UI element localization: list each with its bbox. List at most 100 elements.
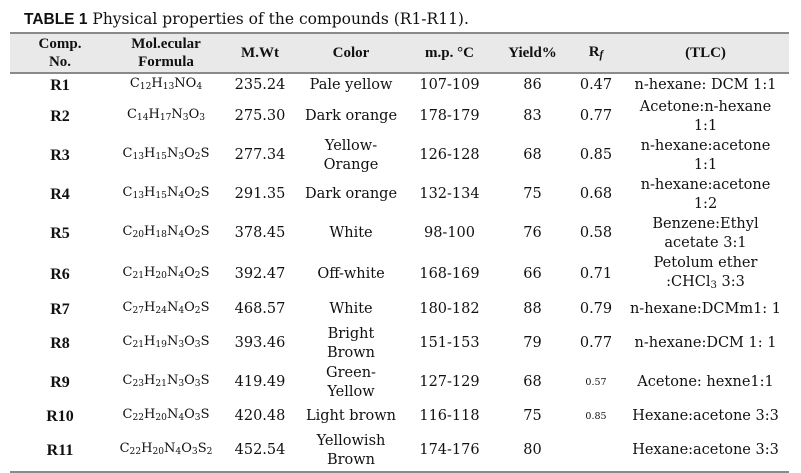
text-segment: C <box>122 373 133 389</box>
subscript: 15 <box>155 152 167 163</box>
subscript: 22 <box>129 447 142 458</box>
melting-point: 178-179 <box>419 108 480 125</box>
melting-point: 174-176 <box>404 431 495 473</box>
molecular-weight: 291.35 <box>234 186 286 203</box>
text-segment: C <box>122 185 133 201</box>
molecular-weight: 378.45 <box>234 225 286 242</box>
compound-id: R9 <box>50 374 70 392</box>
text-segment: 3:3 <box>716 274 745 290</box>
molecular-formula: C21H19N3O3S <box>110 325 222 364</box>
text-segment: O <box>184 264 195 280</box>
text-segment: N <box>166 224 179 240</box>
header-row: Comp. No. Mol.ecular Formula M.Wt Color m.… <box>10 32 789 74</box>
text-segment: H <box>141 441 153 457</box>
molecular-formula: C14H17N3O3 <box>110 98 222 137</box>
yield-percent: 79 <box>523 335 542 352</box>
compound-id: R8 <box>50 335 70 353</box>
color-line: Green- <box>326 364 376 381</box>
table-row: R4 C13H15N4O2S 291.35 Dark orange 132-134 75 0… <box>10 176 789 215</box>
tlc-line: Hexane:acetone 3:3 <box>632 408 779 425</box>
yield-percent: 75 <box>523 186 542 203</box>
subscript: 2 <box>206 447 213 458</box>
subscript: 20 <box>132 230 145 241</box>
yield-percent: 80 <box>495 431 570 473</box>
molecular-weight: 452.54 <box>222 431 298 473</box>
molecular-formula: C22H20N4O3S <box>110 403 222 432</box>
color-line: Yellow <box>327 384 375 400</box>
text-segment: S <box>200 407 210 423</box>
text-segment: O <box>184 334 195 350</box>
tlc-line: 1:1 <box>693 157 718 173</box>
yield-percent: 68 <box>523 147 542 164</box>
subscript: 21 <box>132 340 145 351</box>
rf-value: 0.68 <box>579 186 613 203</box>
properties-table: Comp. No. Mol.ecular Formula M.Wt Color m.… <box>10 32 789 473</box>
subscript: 4 <box>178 306 185 317</box>
compound-color: Dark orange <box>298 98 404 137</box>
subscript: 4 <box>178 270 185 281</box>
compound-color: Pale yellow <box>298 73 404 98</box>
subscript: 4 <box>196 82 203 92</box>
melting-point: 126-128 <box>419 147 480 164</box>
table-row: R8 C21H19N3O3S 393.46 Bright Brown 151-153 79 0… <box>10 325 789 364</box>
compound-color: Dark orange <box>298 176 404 215</box>
compound-color: White <box>298 215 404 254</box>
header-formula: Mol.ecular Formula <box>110 32 222 74</box>
tlc-line: Petolum ether <box>653 254 758 271</box>
color-line: Bright <box>327 325 375 342</box>
text-segment: N <box>166 334 179 350</box>
yield-percent: 75 <box>523 408 542 425</box>
subscript: 4 <box>178 413 185 424</box>
text-segment: O <box>181 441 192 457</box>
table-row: R6 C21H20N4O2S 392.47 Off-white 168-169 66 0.7… <box>10 254 789 296</box>
subscript: 21 <box>155 379 167 390</box>
compound-id: R7 <box>50 301 70 319</box>
table-label: TABLE 1 <box>24 11 88 28</box>
tlc-line: Hexane:acetone 3:3 <box>632 442 779 459</box>
melting-point: 180-182 <box>419 301 480 318</box>
text-segment: N <box>166 185 179 201</box>
molecular-weight: 392.47 <box>234 265 286 282</box>
subscript: 3 <box>178 379 185 390</box>
rf-value: 0.57 <box>585 377 607 389</box>
rf-value: 0.77 <box>579 335 613 352</box>
text-segment: S <box>200 264 210 280</box>
molecular-weight: 277.34 <box>234 147 286 164</box>
molecular-weight: 393.46 <box>234 335 286 352</box>
subscript: 3 <box>191 447 198 458</box>
text-segment: H <box>144 264 156 280</box>
table-row: R7 C27H24N4O2S 468.57 White 180-182 88 0.79 n-h… <box>10 296 789 325</box>
tlc-solvent: Hexane:acetone 3:3 <box>622 403 789 432</box>
compound-id: R4 <box>50 186 70 204</box>
table-row: R3 C13H15N3O2S 277.34 Yellow- Orange 126-128 6… <box>10 137 789 176</box>
text-segment: N <box>166 373 179 389</box>
tlc-solvent: n-hexane:acetone 1:1 <box>622 137 789 176</box>
header-mp: m.p. °C <box>404 32 495 74</box>
header-mwt: M.Wt <box>222 32 298 74</box>
text-segment: S <box>200 185 210 201</box>
subscript: 13 <box>132 191 145 202</box>
color-line: Light brown <box>305 408 397 425</box>
text-segment: H <box>151 76 163 91</box>
compound-id: R6 <box>50 265 70 283</box>
text-segment: H <box>144 334 156 350</box>
tlc-solvent: n-hexane:acetone 1:2 <box>622 176 789 215</box>
subscript: 21 <box>132 270 145 281</box>
text-segment: H <box>144 300 156 316</box>
table-title: Physical properties of the compounds (R1… <box>92 10 469 28</box>
compound-id: R1 <box>50 77 70 94</box>
rf-value: 0.85 <box>585 411 607 423</box>
subscript: 19 <box>155 340 167 351</box>
molecular-formula: C21H20N4O2S <box>110 254 222 296</box>
subscript: 3 <box>710 280 717 291</box>
text-segment: C <box>122 407 133 423</box>
text-segment: H <box>144 407 156 423</box>
color-line: Pale yellow <box>309 77 393 93</box>
yield-percent: 86 <box>523 77 542 93</box>
tlc-line: n-hexane:DCM 1: 1 <box>634 335 777 352</box>
text-segment: S <box>200 334 210 350</box>
subscript: 3 <box>194 340 201 351</box>
header-comp-no: Comp. No. <box>10 32 110 74</box>
tlc-line: 1:2 <box>693 196 718 212</box>
text-segment: S <box>200 373 210 389</box>
